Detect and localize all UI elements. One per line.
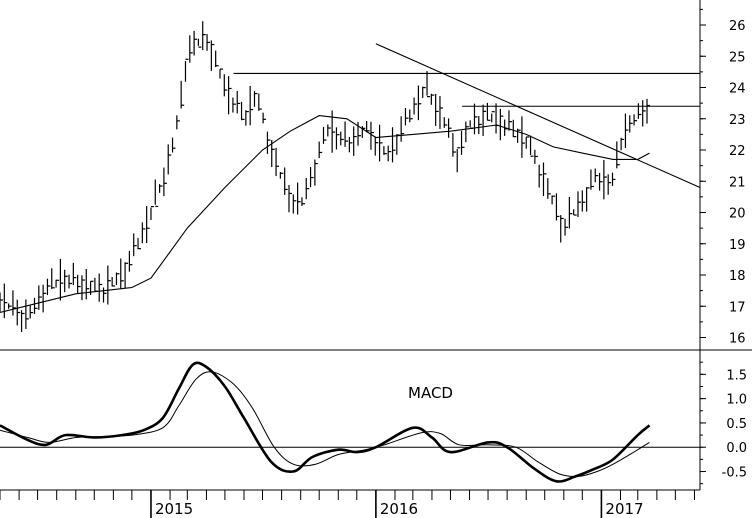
price-tick-label: 18 (729, 269, 746, 284)
price-tick-label: 16 (729, 332, 746, 347)
price-tick-label: 23 (729, 113, 746, 128)
price-tick-label: 20 (729, 207, 746, 222)
macd-axis: -0.5 0.0 0.5 1.0 1.5 (0, 361, 747, 485)
macd-label: MACD (408, 384, 453, 402)
price-bars (0, 21, 651, 332)
macd-tick-label: -0.5 (722, 466, 747, 481)
macd-tick-label: 0.0 (726, 441, 747, 456)
price-tick-label: 17 (729, 300, 746, 315)
year-label: 2017 (605, 500, 643, 518)
price-tick-label: 22 (729, 144, 746, 159)
macd-line (0, 361, 651, 483)
price-tick-label: 26 (729, 19, 746, 34)
year-label: 2016 (380, 500, 418, 518)
price-reference-lines (233, 43, 701, 189)
downtrend-line (375, 43, 701, 189)
time-axis: 2015 2016 2017 (0, 490, 695, 518)
macd-tick-label: 0.5 (726, 417, 747, 432)
price-tick-label: 19 (729, 238, 746, 253)
macd-tick-label: 1.5 (726, 368, 747, 383)
year-label: 2015 (155, 500, 193, 518)
price-tick-label: 25 (729, 50, 746, 65)
price-axis: 16 17 18 19 20 21 22 23 24 25 26 (700, 8, 746, 347)
price-tick-label: 21 (729, 175, 746, 190)
macd-tick-label: 1.0 (726, 393, 747, 408)
moving-average-path (0, 115, 650, 314)
signal-line (0, 371, 650, 478)
price-tick-label: 24 (729, 82, 746, 97)
chart-frame (0, 0, 752, 491)
macd-lines (0, 361, 651, 483)
moving-average-line (0, 115, 650, 314)
